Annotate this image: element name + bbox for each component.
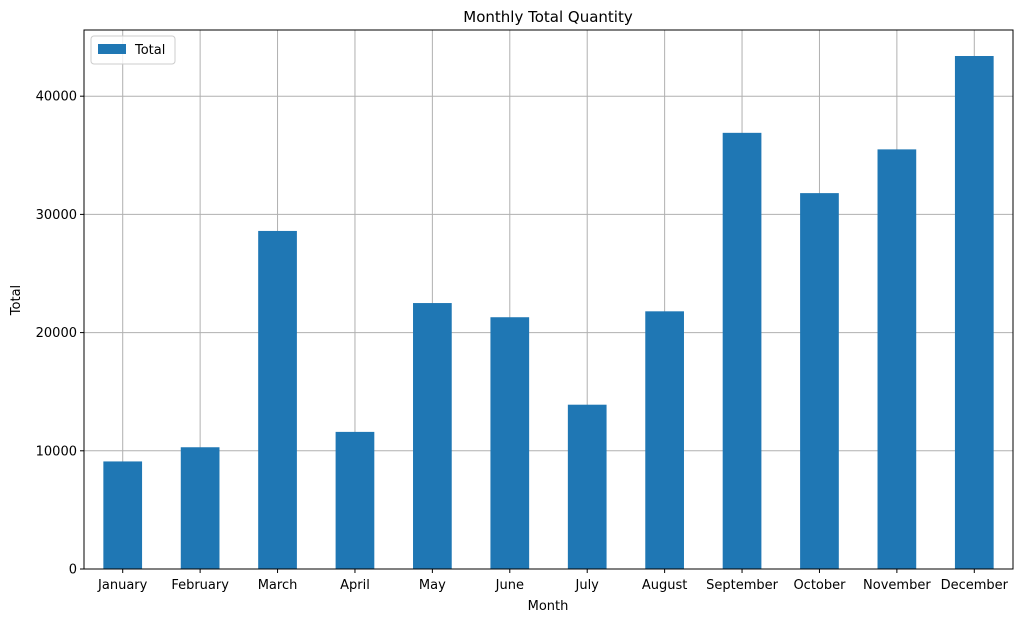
x-tick-label: September: [706, 578, 779, 593]
x-tick-label: October: [793, 578, 846, 593]
bar-september: [722, 132, 762, 570]
y-tick-label: 10000: [36, 444, 77, 459]
x-tick-label: March: [258, 578, 298, 593]
bar-february: [180, 447, 220, 569]
bar-january: [103, 461, 143, 569]
y-tick-label: 0: [69, 563, 77, 578]
plot-frame: [83, 29, 1014, 570]
bar-june: [490, 317, 530, 569]
bar-july: [567, 404, 607, 569]
y-axis-ticks: 0 10000 20000 30000 40000: [36, 90, 84, 578]
x-tick-label: February: [171, 578, 229, 593]
y-gridlines: [84, 95, 1013, 452]
x-tick-label: August: [642, 578, 688, 593]
legend-box: [90, 35, 176, 65]
x-axis-ticks: January February March April May June July Augu…: [97, 569, 1009, 593]
legend-swatch: [98, 44, 126, 54]
bar-april: [335, 431, 375, 569]
y-tick-label: 40000: [36, 90, 77, 105]
bar-august: [645, 311, 684, 569]
y-tick-label: 30000: [36, 208, 77, 223]
x-tick-label: June: [495, 578, 524, 593]
bar-october: [800, 193, 839, 570]
y-tick-label: 20000: [36, 326, 77, 341]
x-tick-label: January: [97, 578, 148, 593]
bar-december: [954, 56, 994, 569]
x-tick-label: May: [419, 578, 446, 593]
bars: [103, 56, 994, 570]
x-tick-label: July: [575, 578, 600, 593]
bar-november: [877, 149, 917, 569]
bar-march: [258, 230, 297, 569]
x-tick-label: December: [941, 578, 1009, 593]
chart-title: Monthly Total Quantity: [463, 8, 633, 26]
legend-label: Total: [134, 43, 165, 58]
legend: Total: [90, 35, 176, 65]
y-axis-title: Total: [9, 285, 24, 316]
x-tick-label: November: [863, 578, 931, 593]
x-tick-label: April: [340, 578, 370, 593]
x-axis-title: Month: [528, 599, 569, 614]
bar-may: [413, 303, 452, 569]
